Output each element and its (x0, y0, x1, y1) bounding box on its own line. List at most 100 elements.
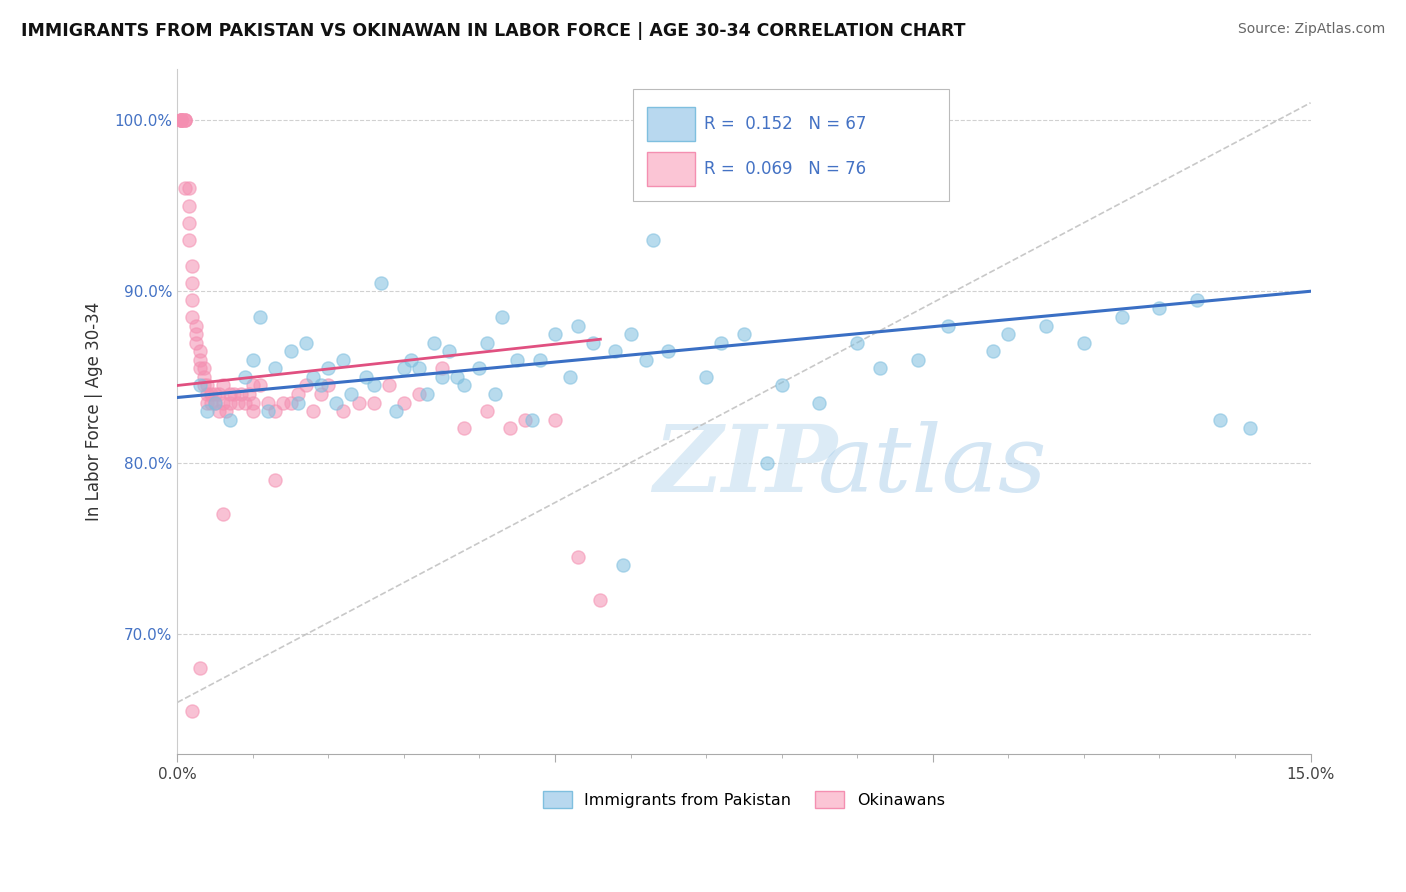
Point (197, 395, 219, 409)
Point (770, 378, 793, 392)
Point (309, 378, 332, 392)
Point (567, 318, 589, 333)
Point (392, 395, 415, 409)
Point (170, 112, 193, 127)
Point (173, 112, 195, 127)
Point (1187, 293, 1209, 307)
Point (318, 378, 340, 392)
Point (513, 413, 536, 427)
Point (181, 276, 204, 290)
Point (755, 456, 778, 470)
Point (408, 361, 430, 376)
Point (634, 352, 657, 367)
Point (695, 370, 717, 384)
Point (567, 549, 589, 564)
Point (211, 507, 233, 521)
Point (242, 395, 264, 409)
Text: atlas: atlas (817, 421, 1047, 511)
Point (188, 344, 211, 359)
Point (453, 378, 475, 392)
Point (808, 395, 831, 409)
Point (177, 181, 200, 195)
Point (193, 361, 215, 376)
Point (188, 361, 211, 376)
Point (468, 361, 491, 376)
Point (181, 293, 204, 307)
Point (363, 378, 385, 392)
Point (401, 352, 423, 367)
Point (219, 387, 242, 401)
Point (1149, 301, 1171, 316)
Point (332, 404, 354, 418)
Point (484, 387, 506, 401)
Point (529, 352, 551, 367)
Point (231, 387, 253, 401)
Point (363, 395, 385, 409)
Point (453, 421, 475, 435)
Point (186, 327, 208, 342)
Point (309, 387, 332, 401)
Point (620, 327, 643, 342)
Point (287, 387, 309, 401)
Point (491, 310, 513, 324)
Point (170, 112, 193, 127)
Point (544, 413, 567, 427)
Point (294, 335, 316, 350)
Text: IMMIGRANTS FROM PAKISTAN VS OKINAWAN IN LABOR FORCE | AGE 30-34 CORRELATION CHAR: IMMIGRANTS FROM PAKISTAN VS OKINAWAN IN … (21, 22, 966, 40)
Point (318, 361, 340, 376)
Point (211, 378, 233, 392)
Point (1035, 318, 1057, 333)
Point (188, 378, 211, 392)
Point (385, 404, 408, 418)
Point (188, 661, 211, 675)
Point (177, 216, 200, 230)
Point (589, 592, 612, 607)
Point (186, 335, 208, 350)
Point (907, 352, 929, 367)
Point (439, 344, 461, 359)
Point (430, 361, 453, 376)
Point (869, 361, 891, 376)
Point (264, 404, 287, 418)
Point (219, 413, 242, 427)
Point (264, 361, 287, 376)
Point (612, 558, 634, 573)
Point (560, 370, 582, 384)
Point (233, 370, 256, 384)
Y-axis label: In Labor Force | Age 30-34: In Labor Force | Age 30-34 (86, 301, 103, 521)
Point (605, 344, 627, 359)
Point (222, 387, 245, 401)
Text: R =  0.069   N = 76: R = 0.069 N = 76 (704, 160, 866, 178)
Point (204, 395, 226, 409)
Point (1073, 335, 1095, 350)
Point (233, 395, 256, 409)
Point (197, 387, 219, 401)
Point (173, 112, 195, 127)
Point (197, 404, 219, 418)
Point (354, 370, 377, 384)
Point (710, 335, 733, 350)
Point (170, 112, 193, 127)
Point (997, 327, 1019, 342)
Point (204, 395, 226, 409)
Point (522, 413, 544, 427)
Point (506, 352, 529, 367)
Point (981, 344, 1004, 359)
Point (446, 370, 468, 384)
Legend: Immigrants from Pakistan, Okinawans: Immigrants from Pakistan, Okinawans (537, 785, 952, 814)
Point (177, 198, 200, 212)
Point (936, 318, 959, 333)
Point (846, 335, 869, 350)
Point (408, 387, 430, 401)
Point (211, 395, 233, 409)
Point (208, 404, 231, 418)
Point (475, 404, 498, 418)
Point (325, 395, 347, 409)
Point (370, 276, 392, 290)
Point (170, 112, 193, 127)
Point (733, 327, 755, 342)
Point (257, 395, 280, 409)
Point (204, 387, 226, 401)
Point (643, 233, 665, 247)
Point (200, 387, 222, 401)
